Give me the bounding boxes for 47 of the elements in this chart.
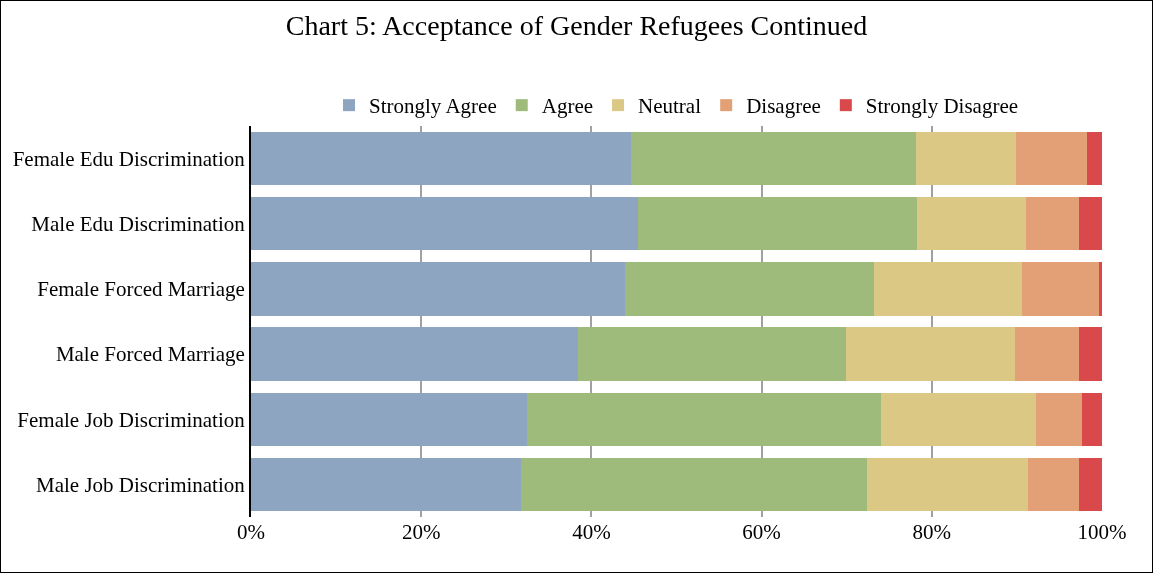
bar	[1026, 197, 1080, 251]
bar	[1022, 262, 1099, 316]
bar	[915, 131, 1017, 186]
bar	[624, 262, 874, 316]
bar	[1079, 197, 1102, 251]
bar	[251, 131, 632, 186]
bar	[251, 392, 527, 446]
bar	[1027, 457, 1080, 512]
x-tick-label: 80%	[912, 520, 952, 544]
bar	[867, 457, 1028, 512]
bar	[873, 262, 1023, 316]
legend-label: Strongly Disagree	[865, 94, 1019, 119]
bar	[251, 457, 521, 512]
bar	[1015, 327, 1080, 381]
y-tick-label: Male Edu Discrimination	[31, 212, 246, 237]
y-tick-label: Female Forced Marriage	[37, 277, 245, 302]
bar	[880, 392, 1036, 446]
y-tick-label: Male Forced Marriage	[55, 342, 245, 367]
x-tick-label: 100%	[1077, 520, 1127, 544]
x-tick-label: 60%	[742, 520, 781, 544]
x-tick-label: 20%	[401, 520, 441, 544]
bar	[631, 131, 916, 186]
chart-title: Chart 5: Acceptance of Gender Refugees Continued	[285, 9, 868, 41]
bar	[1035, 392, 1083, 446]
legend-label: Disagree	[746, 94, 821, 119]
bar	[1086, 131, 1102, 186]
bar	[1016, 131, 1087, 186]
bar	[520, 457, 868, 512]
bar	[638, 197, 918, 251]
bar	[251, 262, 625, 316]
y-tick-label: Female Job Discrimination	[17, 407, 246, 432]
x-tick-label: 0%	[237, 520, 265, 544]
y-tick-label: Male Job Discrimination	[35, 472, 246, 497]
bar	[526, 392, 881, 446]
legend-label: Strongly Agree	[369, 94, 497, 119]
bar	[251, 327, 578, 381]
x-tick-label: 40%	[572, 520, 611, 544]
y-tick-label: Female Edu Discrimination	[12, 146, 246, 171]
legend-label: Neutral	[638, 94, 702, 119]
bar	[577, 327, 846, 381]
bar	[845, 327, 1016, 381]
bar	[1079, 327, 1102, 381]
bar	[1079, 457, 1102, 512]
bar	[1082, 392, 1102, 446]
legend-label: Agree	[541, 94, 594, 119]
bar	[917, 197, 1027, 251]
bar	[251, 197, 639, 251]
